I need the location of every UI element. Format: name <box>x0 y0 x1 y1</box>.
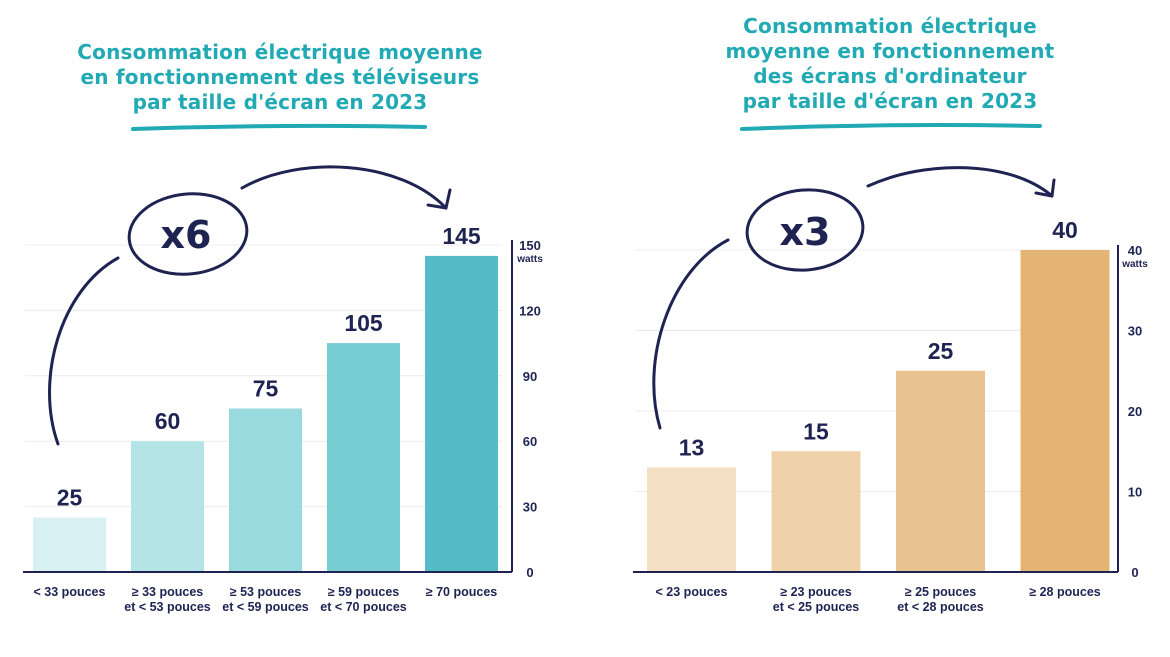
monitor-category-label: < 23 pouces <box>656 585 728 599</box>
tv-category-label: et < 59 pouces <box>222 600 309 614</box>
monitor-bar <box>1020 250 1110 572</box>
monitor-y-tick-label: 40 <box>1128 243 1142 258</box>
tv-bar <box>229 408 302 572</box>
tv-ratio-annotation: x6 <box>48 165 452 446</box>
monitor-title-line-3: des écrans d'ordinateur <box>753 64 1027 88</box>
tv-category-label: et < 53 pouces <box>124 600 211 614</box>
tv-category-label: < 33 pouces <box>34 585 106 599</box>
monitor-ratio-circle <box>745 188 865 272</box>
monitor-top-arrow <box>866 166 1054 198</box>
tv-chart-title: Consommation électrique moyenne en fonct… <box>40 40 520 115</box>
tv-top-arrow <box>240 165 448 210</box>
tv-y-tick-label: 60 <box>523 434 537 449</box>
monitor-y-tick-label: 0 <box>1131 565 1138 580</box>
tv-data-label: 75 <box>253 376 279 402</box>
monitor-y-unit: watts <box>1121 259 1148 270</box>
tv-y-tick-label: 150 <box>519 238 541 253</box>
tv-bar <box>33 517 106 572</box>
monitor-data-label: 15 <box>803 418 829 444</box>
tv-data-label: 60 <box>155 408 181 434</box>
tv-y-tick-label: 0 <box>526 565 533 580</box>
tv-title-line-3: par taille d'écran en 2023 <box>132 90 428 114</box>
tv-arrowhead <box>426 188 452 210</box>
tv-left-curve <box>48 256 120 446</box>
monitor-bar <box>647 467 736 572</box>
tv-y-tick-label: 120 <box>519 303 541 318</box>
tv-bar <box>131 441 204 572</box>
monitor-category-label: et < 28 pouces <box>897 600 984 614</box>
tv-title-line-1: Consommation électrique moyenne <box>77 40 483 64</box>
tv-bar <box>327 343 400 572</box>
tv-bar <box>425 255 498 572</box>
tv-y-tick-label: 30 <box>523 500 537 515</box>
monitor-chart-title: Consommation électrique moyenne en fonct… <box>700 14 1080 114</box>
tv-data-label: 105 <box>344 310 383 336</box>
monitor-data-label: 13 <box>679 434 705 460</box>
tv-y-unit: watts <box>516 254 543 265</box>
monitor-y-tick-label: 10 <box>1128 485 1142 500</box>
monitor-bar <box>896 370 985 572</box>
tv-category-label: et < 70 pouces <box>320 600 407 614</box>
monitor-category-label: et < 25 pouces <box>773 600 860 614</box>
tv-data-label: 145 <box>442 223 481 249</box>
monitor-ratio-annotation: x3 <box>652 166 1056 430</box>
monitor-title-line-2: moyenne en fonctionnement <box>725 39 1055 63</box>
monitor-category-label: ≥ 28 pouces <box>1029 585 1101 599</box>
monitor-category-label: ≥ 23 pouces <box>780 585 852 599</box>
tv-category-label: ≥ 59 pouces <box>328 585 400 599</box>
monitor-y-tick-label: 20 <box>1128 404 1142 419</box>
monitor-title-line-4: par taille d'écran en 2023 <box>742 89 1038 113</box>
tv-ratio-label: x6 <box>161 213 212 257</box>
tv-title-line-2: en fonctionnement des téléviseurs <box>80 65 480 89</box>
monitor-arrowhead <box>1034 178 1056 198</box>
monitor-title-line-1: Consommation électrique <box>743 14 1037 38</box>
monitor-y-tick-label: 30 <box>1128 324 1142 339</box>
tv-category-label: ≥ 53 pouces <box>230 585 302 599</box>
tv-data-label: 25 <box>57 485 83 511</box>
monitor-category-label: ≥ 25 pouces <box>905 585 977 599</box>
tv-title-underline <box>131 123 427 131</box>
tv-ratio-circle <box>127 192 249 276</box>
monitor-ratio-label: x3 <box>780 210 831 254</box>
monitor-left-curve <box>652 238 730 430</box>
tv-category-label: ≥ 33 pouces <box>132 585 204 599</box>
tv-category-label: ≥ 70 pouces <box>426 585 498 599</box>
monitor-data-label: 40 <box>1052 217 1078 243</box>
monitor-bar <box>771 451 861 572</box>
monitor-title-underline <box>740 123 1042 131</box>
monitor-data-label: 25 <box>928 338 954 364</box>
tv-y-tick-label: 90 <box>523 369 537 384</box>
